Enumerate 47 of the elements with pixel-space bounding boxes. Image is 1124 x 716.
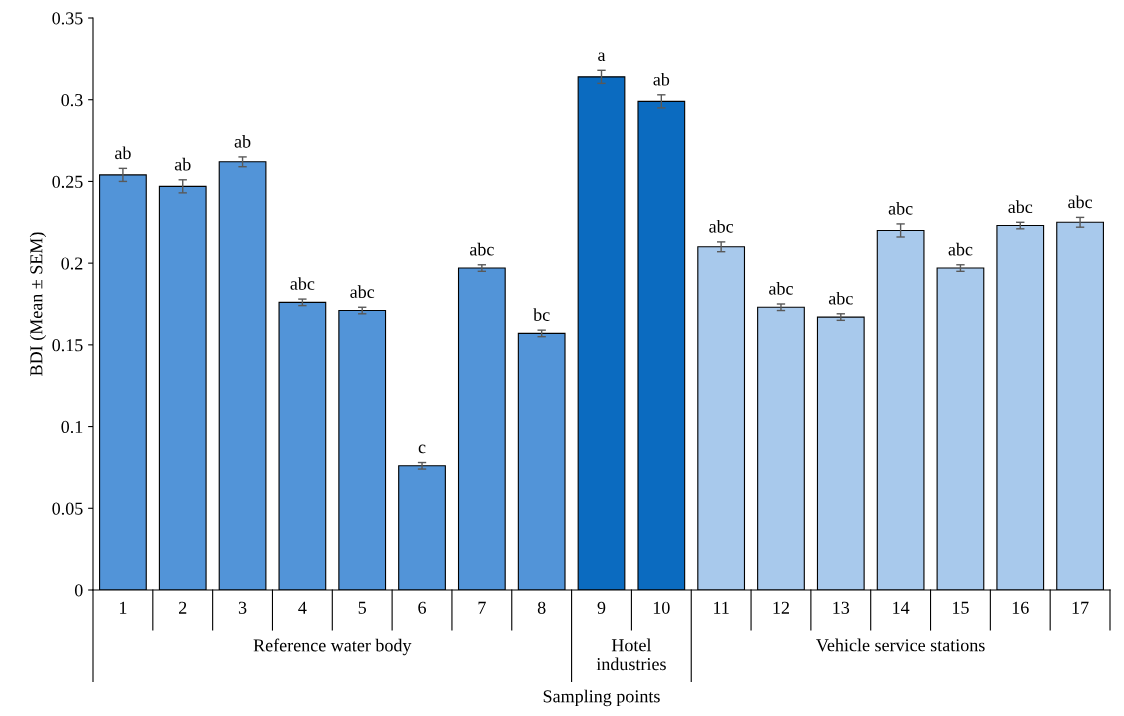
- y-tick-label: 0.05: [52, 502, 83, 515]
- annotation: abc: [1008, 200, 1033, 214]
- x-tick-label: 17: [1072, 601, 1089, 614]
- x-tick-label: 5: [358, 601, 367, 614]
- y-tick-label: 0.35: [52, 12, 83, 25]
- y-tick-label: 0.15: [52, 339, 83, 352]
- x-tick-label: 16: [1012, 601, 1029, 614]
- y-axis-title: BDI (Mean ± SEM): [29, 232, 47, 376]
- y-tick-label: 0.2: [61, 257, 83, 270]
- y-tick-label: 0.25: [52, 175, 83, 188]
- annotation: abc: [350, 285, 375, 299]
- annotation: a: [598, 52, 606, 62]
- text: Hotel industries: [596, 638, 666, 671]
- text: Reference water body: [253, 638, 412, 656]
- annotation: abc: [948, 242, 973, 256]
- annotation: abc: [769, 282, 793, 295]
- annotation: ab: [174, 157, 191, 171]
- x-tick-label: 4: [298, 601, 307, 614]
- y-tick-label: 0.1: [61, 420, 83, 434]
- annotation: abc: [1068, 195, 1093, 209]
- x-tick-label: 3: [238, 601, 247, 614]
- annotation: ab: [653, 72, 670, 86]
- x-tick-label: 6: [418, 601, 426, 614]
- x-tick-label: 12: [773, 601, 789, 614]
- annotation: abc: [888, 201, 913, 215]
- x-tick-label: 14: [893, 601, 910, 614]
- x-tick-label: 10: [653, 601, 670, 614]
- annotation: abc: [828, 291, 853, 305]
- x-tick-label: 2: [179, 601, 187, 614]
- x-tick-label: 1: [119, 601, 127, 614]
- x-tick-label: 7: [478, 601, 486, 614]
- y-tick-label: 0.3: [61, 93, 83, 107]
- x-tick-label: 15: [953, 601, 969, 614]
- text: Vehicle service stations: [816, 638, 985, 652]
- annotation: ab: [115, 146, 131, 160]
- y-tick-label: 0: [74, 584, 83, 597]
- annotation: c: [418, 444, 426, 454]
- x-tick-label: 11: [714, 601, 729, 614]
- annotation: abc: [469, 242, 494, 256]
- x-tick-label: 8: [537, 601, 546, 614]
- x-tick-label: 9: [597, 601, 606, 614]
- x-tick-label: 13: [833, 601, 850, 614]
- annotation: abc: [290, 277, 315, 290]
- annotation: abc: [709, 219, 734, 233]
- annotation: bc: [533, 308, 550, 321]
- annotation: ab: [234, 134, 251, 148]
- x-axis-title: Sampling points: [543, 689, 660, 707]
